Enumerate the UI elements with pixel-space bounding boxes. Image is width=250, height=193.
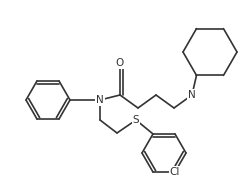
Text: N: N [188, 90, 195, 100]
Text: O: O [116, 58, 124, 68]
Text: N: N [96, 95, 104, 105]
Text: S: S [132, 115, 139, 125]
Text: Cl: Cl [169, 167, 179, 177]
